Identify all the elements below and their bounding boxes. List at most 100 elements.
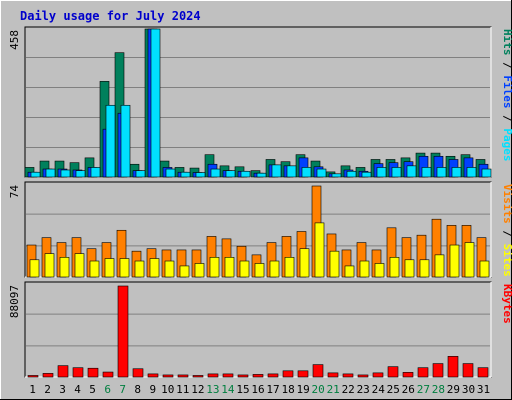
bar-kbytes-day-22 bbox=[342, 373, 354, 378]
bar-pages-day-6 bbox=[105, 104, 116, 178]
x-tick-label: 14 bbox=[221, 383, 235, 396]
x-tick-label: 16 bbox=[251, 383, 264, 396]
bar-pages-day-4 bbox=[75, 170, 86, 178]
legend-requests: Hits / Files / Pages bbox=[501, 29, 512, 162]
legend-entry-files: Files bbox=[501, 75, 512, 108]
x-tick-label: 13 bbox=[206, 383, 219, 396]
panel-traffic: 88097 KBytes bbox=[8, 281, 512, 378]
bar-sites-day-24 bbox=[374, 263, 385, 278]
bar-pages-day-25 bbox=[391, 167, 402, 178]
x-tick-label: 22 bbox=[342, 383, 355, 396]
bar-kbytes-day-4 bbox=[72, 367, 84, 378]
bar-sites-day-17 bbox=[269, 260, 280, 278]
bar-kbytes-day-16 bbox=[252, 374, 264, 378]
bar-pages-day-29 bbox=[451, 167, 462, 178]
bar-pages-day-14 bbox=[225, 170, 236, 178]
bar-kbytes-day-11 bbox=[177, 374, 189, 378]
legend-traffic: KBytes bbox=[501, 284, 512, 324]
x-tick-label: 12 bbox=[191, 383, 204, 396]
x-tick-label: 4 bbox=[74, 383, 81, 396]
bar-sites-day-1 bbox=[29, 259, 40, 278]
bar-sites-day-5 bbox=[89, 260, 100, 278]
x-tick-label: 5 bbox=[89, 383, 96, 396]
bar-kbytes-day-25 bbox=[387, 366, 399, 378]
bar-kbytes-day-19 bbox=[297, 370, 309, 378]
x-tick-label: 30 bbox=[462, 383, 475, 396]
x-tick-label: 18 bbox=[281, 383, 294, 396]
x-tick-label: 27 bbox=[417, 383, 430, 396]
plot-area-traffic bbox=[24, 281, 492, 378]
bar-pages-day-30 bbox=[466, 167, 477, 178]
bar-kbytes-day-13 bbox=[207, 373, 219, 378]
bar-sites-day-6 bbox=[104, 258, 115, 278]
bar-kbytes-day-8 bbox=[132, 368, 144, 378]
bar-sites-day-7 bbox=[119, 258, 130, 278]
bar-kbytes-day-10 bbox=[162, 374, 174, 378]
panel-requests: 458 Hits / Files / Pages bbox=[8, 26, 512, 178]
bar-sites-day-18 bbox=[284, 257, 295, 278]
bar-sites-day-28 bbox=[434, 254, 445, 278]
legend-visitors: Visits / Sites bbox=[501, 184, 512, 277]
y-max-label-traffic: 88097 bbox=[8, 285, 21, 318]
bar-pages-day-22 bbox=[346, 170, 357, 178]
bar-kbytes-day-6 bbox=[102, 371, 114, 378]
bar-pages-day-21 bbox=[331, 173, 342, 178]
x-tick-label: 7 bbox=[119, 383, 126, 396]
bar-pages-day-12 bbox=[195, 172, 206, 178]
x-tick-label: 23 bbox=[357, 383, 370, 396]
bar-pages-day-8 bbox=[135, 170, 146, 178]
bar-kbytes-day-28 bbox=[432, 363, 444, 378]
x-tick-label: 15 bbox=[236, 383, 249, 396]
bar-kbytes-day-30 bbox=[462, 363, 474, 378]
bar-sites-day-15 bbox=[239, 260, 250, 278]
chart-title: Daily usage for July 2024 bbox=[20, 9, 201, 23]
bar-sites-day-20 bbox=[314, 222, 325, 278]
bar-pages-day-10 bbox=[165, 168, 176, 178]
bar-sites-day-19 bbox=[299, 248, 310, 278]
bar-kbytes-day-7 bbox=[117, 285, 129, 378]
bar-sites-day-10 bbox=[164, 260, 175, 278]
legend-separator: / bbox=[501, 224, 512, 244]
bar-sites-day-2 bbox=[44, 253, 55, 278]
bar-kbytes-day-20 bbox=[312, 364, 324, 378]
bar-pages-day-23 bbox=[361, 171, 372, 178]
legend-separator: / bbox=[501, 109, 512, 129]
bar-sites-day-12 bbox=[194, 263, 205, 278]
legend-entry-pages: Pages bbox=[501, 128, 512, 161]
x-tick-label: 20 bbox=[311, 383, 324, 396]
x-tick-label: 26 bbox=[402, 383, 415, 396]
bar-kbytes-day-14 bbox=[222, 373, 234, 378]
bar-pages-day-20 bbox=[316, 168, 327, 178]
bar-sites-day-4 bbox=[74, 253, 85, 278]
bar-kbytes-day-12 bbox=[192, 375, 204, 378]
bar-kbytes-day-15 bbox=[237, 374, 249, 378]
bar-kbytes-day-3 bbox=[57, 365, 69, 378]
bar-kbytes-day-29 bbox=[447, 356, 459, 378]
legend-entry-sites: Sites bbox=[501, 244, 512, 277]
x-tick-label: 17 bbox=[266, 383, 279, 396]
bar-pages-day-19 bbox=[301, 167, 312, 178]
bar-pages-day-7 bbox=[120, 104, 131, 178]
bar-kbytes-day-27 bbox=[417, 367, 429, 378]
bar-pages-day-13 bbox=[210, 168, 221, 178]
bar-sites-day-14 bbox=[224, 257, 235, 278]
bar-pages-day-26 bbox=[406, 165, 417, 178]
bar-sites-day-23 bbox=[359, 260, 370, 278]
bar-pages-day-28 bbox=[436, 167, 447, 178]
legend-separator: / bbox=[501, 56, 512, 76]
bar-kbytes-day-23 bbox=[357, 374, 369, 378]
bar-kbytes-day-31 bbox=[477, 367, 489, 378]
bar-pages-day-24 bbox=[376, 167, 387, 178]
bar-sites-day-31 bbox=[479, 260, 490, 278]
bar-pages-day-27 bbox=[421, 167, 432, 178]
x-axis-tick-labels: 1 2 3 4 5 6 7 8 9 10 11 12 13 14 15 16 17 18 19 20 21 22 23 24 2… bbox=[29, 383, 490, 396]
panel-visitors: 74 Visits / Sites bbox=[8, 181, 512, 278]
bar-sites-day-30 bbox=[464, 242, 475, 278]
bar-kbytes-day-2 bbox=[42, 373, 54, 378]
legend-entry-visits: Visits bbox=[501, 184, 512, 224]
bar-pages-day-9 bbox=[150, 28, 161, 178]
bar-pages-day-18 bbox=[286, 165, 297, 178]
bar-pages-day-16 bbox=[256, 172, 267, 178]
bar-sites-day-8 bbox=[134, 260, 145, 278]
